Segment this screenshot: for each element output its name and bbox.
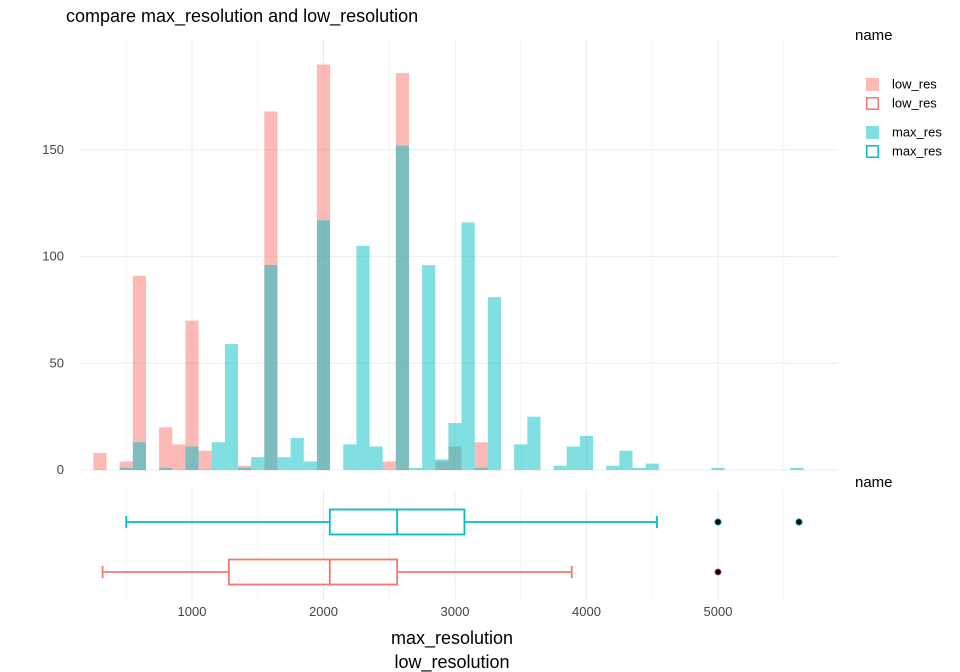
histogram-bar-low-res — [132, 275, 146, 470]
boxplot-outlier-max-res — [714, 518, 722, 526]
chart-title: compare max_resolution and low_resolutio… — [66, 6, 418, 27]
x-tick-label: 4000 — [572, 604, 601, 619]
legend-label: low_res — [892, 96, 937, 111]
histogram-bar-low-res — [93, 452, 107, 470]
y-tick-label: 50 — [50, 355, 64, 370]
histogram-legend-title: name — [855, 27, 893, 44]
y-tick-label: 150 — [42, 142, 64, 157]
histogram-bar-max-res — [553, 465, 567, 470]
histogram-bar-max-res — [343, 444, 357, 470]
histogram-bar-max-res — [579, 435, 594, 470]
histogram-bar-max-res — [422, 265, 436, 470]
y-tick-label: 0 — [57, 462, 64, 477]
histogram-bar-max-res — [132, 442, 146, 470]
histogram-bar-max-res — [119, 467, 133, 470]
histogram-bar-max-res — [435, 459, 449, 470]
legend-label: max_res — [892, 125, 942, 140]
histogram-bar-max-res — [632, 467, 646, 470]
legend-key-max-res-outline — [866, 145, 879, 158]
histogram-bar-max-res — [711, 467, 725, 470]
histogram-bar-low-res — [382, 461, 396, 470]
boxplot-legend-title: name — [855, 474, 893, 491]
x-axis-title-top: max_resolution — [391, 628, 513, 649]
histogram-bar-max-res — [356, 245, 370, 470]
histogram-bar-max-res — [474, 467, 488, 470]
histogram-legend: low_res low_res max_res max_res — [866, 77, 942, 159]
histogram-bar-max-res — [159, 467, 173, 470]
y-tick-label: 100 — [42, 249, 64, 264]
histogram-bar-max-res — [514, 444, 528, 470]
x-tick-label: 2000 — [309, 604, 338, 619]
boxplot-outlier-low-res — [714, 568, 722, 576]
x-tick-label: 3000 — [441, 604, 470, 619]
y-axis-ticks: 0 50 100 150 — [42, 142, 64, 477]
legend-label: max_res — [892, 144, 942, 159]
histogram-bar-max-res — [487, 297, 502, 470]
histogram-bar-max-res — [461, 222, 475, 470]
histogram-max-res — [119, 145, 804, 470]
histogram-bar-max-res — [619, 450, 633, 470]
histogram-bar-max-res — [395, 145, 409, 470]
histogram-bar-max-res — [224, 344, 239, 470]
x-tick-label: 5000 — [704, 604, 733, 619]
histogram-bar-low-res — [159, 427, 173, 470]
histogram-bar-max-res — [408, 467, 423, 470]
histogram-bar-max-res — [448, 423, 462, 470]
boxplot-outlier-max-res — [795, 518, 803, 526]
boxplots — [101, 508, 803, 586]
histogram-bar-max-res — [369, 446, 383, 470]
histogram-bar-max-res — [185, 446, 199, 470]
x-axis-ticks: 1000 2000 3000 4000 5000 — [178, 604, 733, 619]
histogram-bar-low-res — [119, 461, 133, 470]
histogram-bar-max-res — [566, 446, 580, 470]
x-tick-label: 1000 — [178, 604, 207, 619]
histogram-bar-max-res — [790, 467, 804, 470]
histogram-bar-max-res — [290, 437, 304, 470]
x-axis-title-bottom: low_resolution — [394, 652, 509, 672]
legend-key-low-res-outline — [866, 97, 879, 110]
boxplot-box-low-res — [227, 558, 399, 586]
histogram-bar-max-res — [527, 416, 541, 470]
histogram-bar-low-res — [474, 442, 488, 470]
histogram-bar-max-res — [316, 220, 331, 470]
histogram-bar-max-res — [211, 442, 225, 470]
histogram-bar-max-res — [277, 457, 291, 470]
histogram-bar-low-res — [198, 450, 212, 470]
legend-key-low-res-filled — [866, 78, 879, 91]
histogram-bar-max-res — [645, 463, 659, 470]
histogram-bar-max-res — [238, 467, 252, 470]
histogram-bar-low-res — [185, 320, 199, 470]
histogram-bar-max-res — [251, 457, 265, 470]
legend-key-max-res-filled — [866, 126, 879, 139]
histogram-bar-max-res — [606, 465, 620, 470]
histogram-bar-max-res — [264, 265, 278, 470]
histogram-bar-max-res — [303, 461, 317, 470]
histogram-bar-low-res — [172, 444, 186, 470]
legend-label: low_res — [892, 77, 937, 92]
